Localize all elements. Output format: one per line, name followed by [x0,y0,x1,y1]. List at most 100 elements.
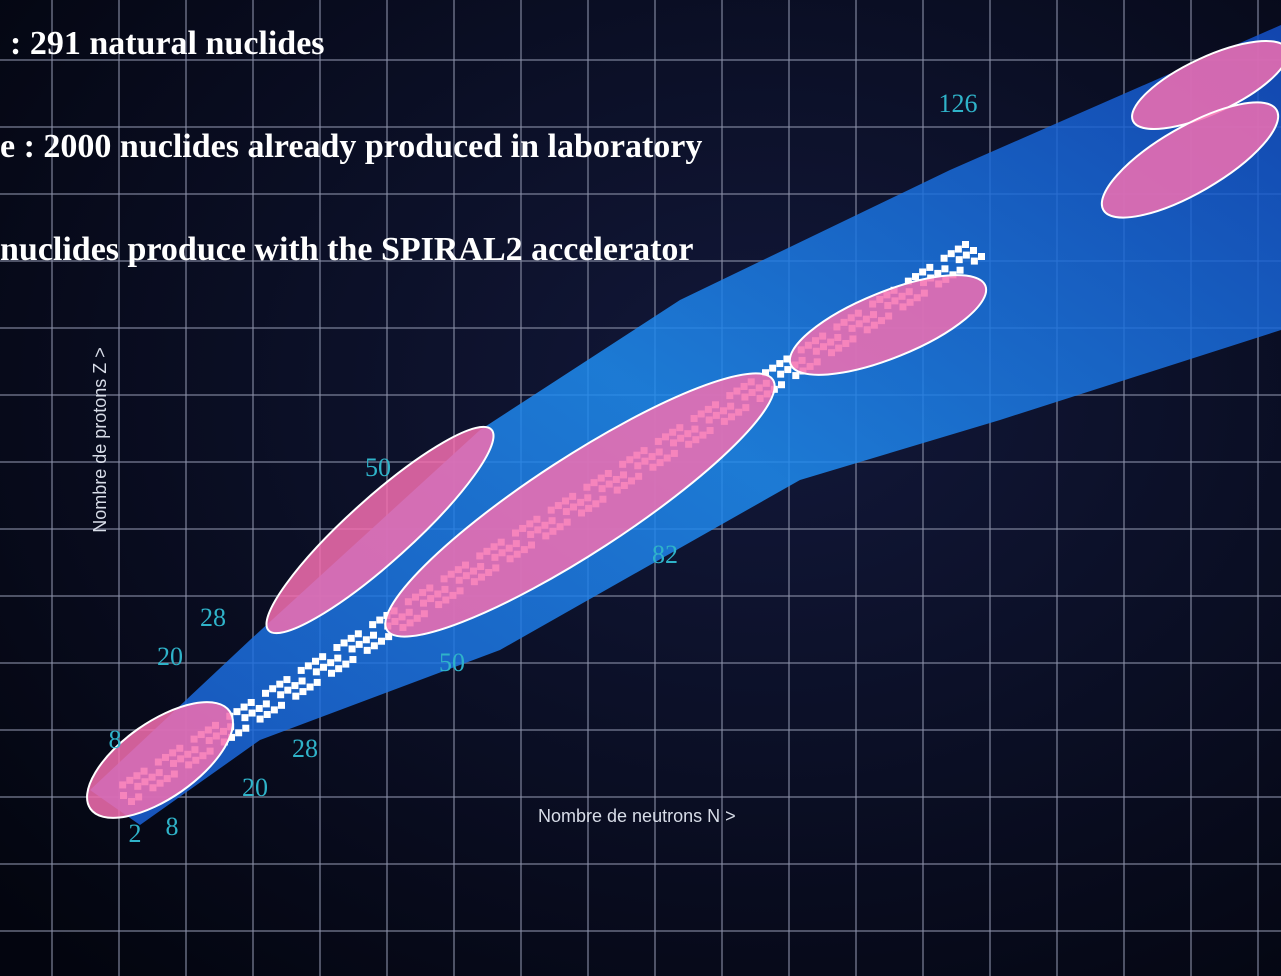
magic-number: 50 [365,453,391,482]
nuclide-square [240,703,248,711]
nuclide-square [934,269,942,277]
nuclide-square [955,256,963,264]
nuclide-square [256,715,264,723]
nuclide-square [283,676,291,684]
nuclide-square [247,698,255,706]
nuclide-square [277,691,285,699]
regions [86,40,1281,819]
nuclide-square [783,355,791,363]
nuclide-square [269,685,277,693]
nuclide-square [347,634,355,642]
nuclide-square [270,706,278,714]
nuclide-square [940,254,948,262]
nuclide-square [228,733,235,741]
nuclide-square [248,709,256,717]
nuclide-square [762,369,769,377]
nuclide-square [956,266,964,274]
nuclide-square [312,657,319,665]
nuclide-square [947,250,955,258]
nuclide-square [284,686,292,694]
nuclide-square [335,665,343,673]
nuclide-square [242,724,250,732]
nuclide-square [970,257,978,265]
nuclide-square [369,621,377,629]
nuclide-square [297,666,305,674]
nuclide-square [320,663,327,671]
nuclide-square [233,708,241,716]
nuclide-square [355,640,363,648]
nuclide-square [327,659,335,667]
nuclide-square [299,688,307,696]
nuclide-square [363,646,371,654]
region [265,425,495,635]
nuclide-square [385,633,393,641]
nuclide-square [348,645,356,653]
nuclide-square [776,360,784,368]
magic-number: 50 [439,648,465,677]
nuclide-square [235,729,243,737]
nuclide-square [262,700,270,708]
nuclide-square [276,680,284,688]
nuclide-square [333,644,341,652]
nuclide-square [777,370,785,378]
magic-number: 82 [652,540,678,569]
nuclide-square [919,268,927,276]
magic-number: 28 [200,603,226,632]
header-line: e : 2000 nuclides already produced in la… [0,128,702,165]
y-axis-label: Nombre de protons Z > [90,347,110,533]
nuclide-square [912,273,919,281]
nuclide-square [769,364,777,372]
nuclide-square [362,636,370,644]
magic-number: 126 [939,89,978,118]
nuclide-square [328,669,335,677]
nuclide-square [306,683,314,691]
magic-number: 8 [166,812,179,841]
nuclide-square [378,637,385,645]
nuclide-square [904,277,912,285]
nuclide-square [778,381,785,389]
nuclide-square [970,247,977,254]
magic-number: 20 [242,773,268,802]
nuclide-square [278,701,285,709]
region [384,372,776,638]
nuclide-square [954,245,962,253]
nuclide-square [304,662,312,670]
nuclide-square [263,710,271,718]
magic-number: 28 [292,734,318,763]
nuclide-square [370,642,378,650]
nuclide-square [784,366,792,374]
header-line: nuclides produce with the SPIRAL2 accele… [0,231,693,268]
nuclide-square [334,654,342,662]
nuclide-square [291,682,299,690]
nuclide-square [376,616,384,624]
region [788,274,988,376]
nuclide-square [792,372,800,380]
nuclide-square [354,630,362,638]
magic-number: 20 [157,642,183,671]
region [86,701,234,819]
nuclide-square [298,677,306,685]
nuclide-square [340,639,348,647]
nuclide-square [262,689,269,697]
nuclide-square [342,660,350,668]
magic-number: 8 [109,725,122,754]
magic-number: 2 [129,819,142,848]
nuclide-square [349,656,357,664]
nuclide-square [313,678,321,686]
nuclide-square [241,714,249,722]
nuclide-square [962,251,970,259]
nuclide-square [370,631,377,639]
nuclide-square [292,692,300,700]
nuclide-square [255,704,263,712]
nuclide-square [926,263,934,271]
nuclide-square [319,653,327,661]
nuclide-square [312,668,320,676]
nuclide-square [941,265,949,273]
nuclide-square [962,241,969,248]
x-axis-label: Nombre de neutrons N > [538,806,736,826]
nuclide-square [978,253,985,260]
header-line: : 291 natural nuclides [10,25,325,62]
